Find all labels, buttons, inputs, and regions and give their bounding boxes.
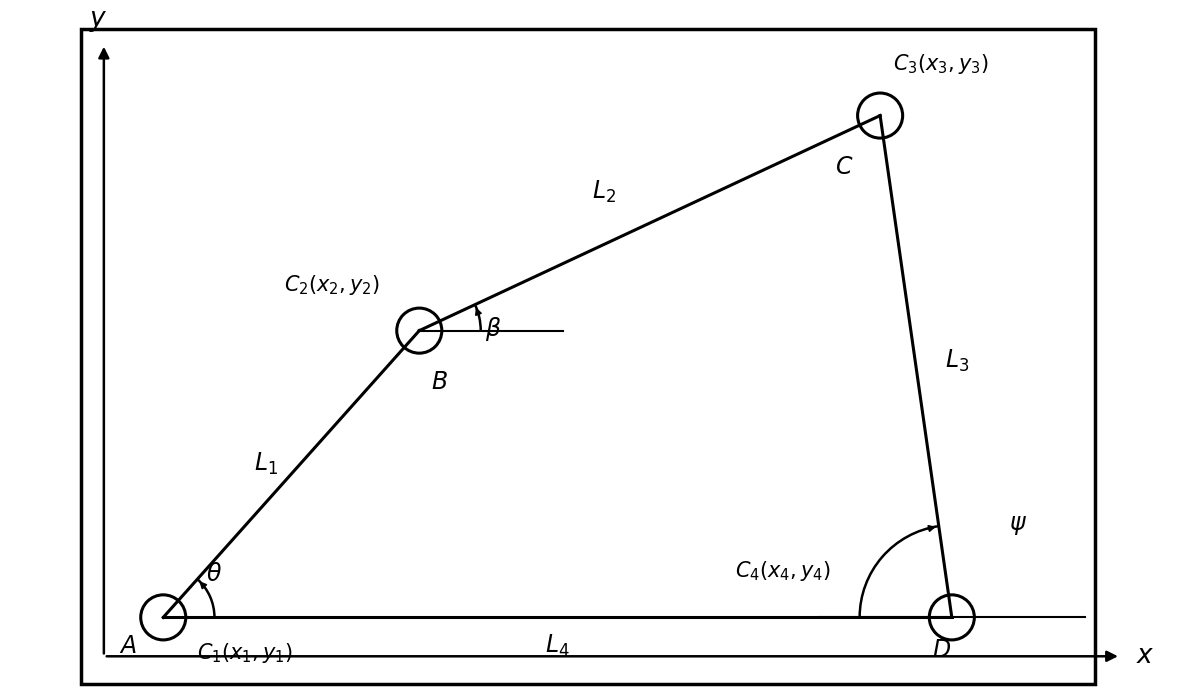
Text: $C_1(x_1, y_1)$: $C_1(x_1, y_1)$	[198, 641, 293, 665]
Text: $D$: $D$	[932, 638, 952, 662]
Text: $L_1$: $L_1$	[254, 451, 278, 477]
Text: $\beta$: $\beta$	[485, 314, 502, 342]
Text: $C_2(x_2, y_2)$: $C_2(x_2, y_2)$	[284, 272, 381, 297]
Text: $x$: $x$	[1136, 643, 1155, 669]
Text: $B$: $B$	[431, 370, 448, 394]
Text: $y$: $y$	[90, 8, 108, 34]
Text: $\psi$: $\psi$	[1009, 513, 1027, 537]
Text: $A$: $A$	[119, 634, 136, 658]
Text: $L_4$: $L_4$	[545, 633, 570, 659]
Text: $L_3$: $L_3$	[944, 349, 970, 375]
Text: $C$: $C$	[836, 155, 853, 178]
Text: $L_2$: $L_2$	[591, 179, 615, 206]
Text: $\theta$: $\theta$	[206, 562, 223, 587]
Text: $C_4(x_4, y_4)$: $C_4(x_4, y_4)$	[735, 559, 831, 583]
Text: $C_3(x_3, y_3)$: $C_3(x_3, y_3)$	[893, 52, 990, 76]
